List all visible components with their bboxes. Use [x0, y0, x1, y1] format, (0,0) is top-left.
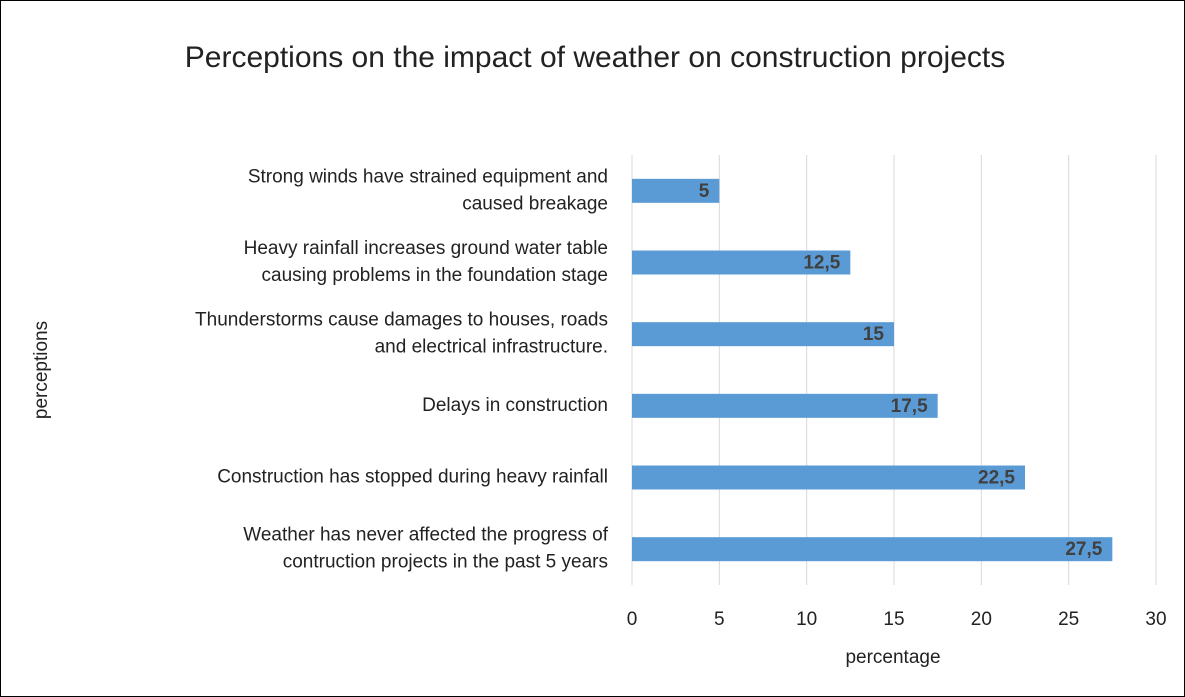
y-axis-label: perceptions [31, 321, 52, 419]
data-label: 12,5 [803, 253, 840, 274]
bar [632, 465, 1025, 490]
x-tick-label: 25 [1058, 609, 1079, 630]
x-tick-label: 5 [714, 609, 725, 630]
y-tick-label: contruction projects in the past 5 years [283, 552, 608, 573]
y-tick-label: and electrical infrastructure. [375, 337, 608, 358]
data-label: 17,5 [891, 396, 928, 417]
bar [632, 250, 851, 275]
bar [632, 178, 720, 203]
data-label: 22,5 [978, 468, 1015, 489]
data-label: 5 [699, 181, 710, 202]
y-tick-label: Weather has never affected the progress … [243, 525, 608, 546]
bar [632, 537, 1113, 562]
x-tick-label: 15 [883, 609, 904, 630]
x-tick-label: 0 [627, 609, 638, 630]
chart-title: Perceptions on the impact of weather on … [184, 41, 1006, 74]
y-tick-label: causing problems in the foundation stage [262, 265, 608, 286]
bar [632, 322, 894, 347]
y-tick-label: Thunderstorms cause damages to houses, r… [195, 310, 608, 331]
y-tick-label: Construction has stopped during heavy ra… [217, 467, 608, 488]
bar [632, 393, 938, 418]
y-tick-label: Heavy rainfall increases ground water ta… [244, 238, 608, 259]
x-axis-label: percentage [845, 647, 940, 668]
x-tick-label: 10 [796, 609, 817, 630]
y-tick-label: caused breakage [462, 193, 608, 214]
data-label: 15 [863, 324, 885, 345]
y-tick-label: Delays in construction [422, 395, 608, 416]
data-label: 27,5 [1065, 539, 1102, 560]
x-tick-label: 20 [971, 609, 992, 630]
y-tick-label: Strong winds have strained equipment and [248, 166, 608, 187]
x-tick-label: 30 [1145, 609, 1166, 630]
